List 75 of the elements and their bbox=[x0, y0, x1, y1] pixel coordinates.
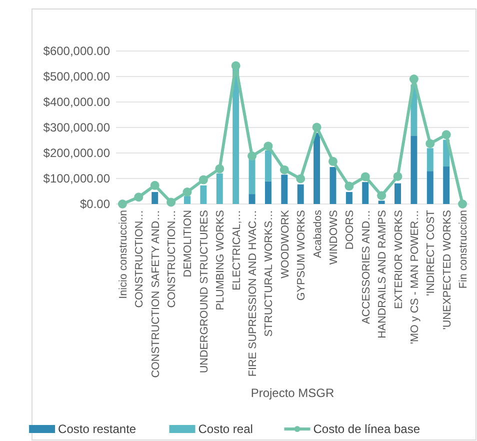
y-tick-label: $0.00 bbox=[80, 197, 110, 212]
point bbox=[312, 122, 322, 132]
point bbox=[198, 175, 208, 184]
point bbox=[166, 198, 176, 207]
x-tick-label: Inicio construccion bbox=[117, 210, 130, 299]
x-axis-title: Projecto MSGR bbox=[250, 386, 335, 400]
x-tick-label: EXTERIOR WORKS bbox=[392, 210, 405, 309]
y-tick-label: $100,000.00 bbox=[43, 172, 110, 186]
bar bbox=[264, 150, 272, 182]
bar bbox=[426, 171, 434, 204]
point bbox=[264, 142, 273, 151]
x-tick-label: STRUCTURAL WORKS… bbox=[263, 210, 276, 337]
bar bbox=[216, 173, 223, 204]
y-tick-label: $300,000.00 bbox=[43, 120, 110, 135]
point bbox=[215, 164, 224, 174]
bar bbox=[362, 182, 369, 204]
x-tick-label: PLUMBING WORKS bbox=[214, 210, 227, 310]
x-tick-label: 'UNEXPECTED WORKS bbox=[441, 210, 454, 330]
y-tick-label: $200,000.00 bbox=[43, 146, 110, 160]
bar bbox=[281, 174, 288, 204]
bar bbox=[346, 192, 352, 204]
point bbox=[328, 156, 338, 166]
y-tick-label: $400,000.00 bbox=[43, 95, 110, 110]
x-tick-label: HANDRAILS AND RAMPS bbox=[376, 210, 389, 338]
x-tick-label: ELECTRICAL,… bbox=[230, 210, 243, 290]
bar bbox=[264, 181, 272, 204]
x-tick-label: DOORS bbox=[344, 210, 356, 250]
point bbox=[344, 182, 354, 191]
x-tick-label: Fin construccion bbox=[458, 210, 470, 289]
bar bbox=[248, 194, 256, 204]
point bbox=[150, 180, 160, 190]
legend-label: Costo de línea base bbox=[313, 422, 420, 436]
x-tick-label: 'INDIRECT COST bbox=[425, 210, 438, 296]
bar bbox=[314, 132, 320, 204]
bar bbox=[248, 159, 256, 194]
x-tick-label: UNDERGROUND STRUCTURES bbox=[198, 210, 210, 374]
point bbox=[458, 200, 468, 208]
point bbox=[393, 172, 402, 181]
x-tick-label: Acabados bbox=[312, 209, 324, 258]
x-tick-label: GYPSUM WORKS bbox=[296, 210, 308, 301]
point bbox=[248, 152, 257, 161]
legend-label: Costo restante bbox=[58, 422, 136, 436]
y-tick-label: $500,000.00 bbox=[43, 70, 110, 84]
point bbox=[182, 188, 192, 197]
bar bbox=[378, 200, 385, 204]
bar bbox=[394, 183, 401, 204]
x-tick-label: FIRE SUPRESSION AND HVAC… bbox=[247, 210, 260, 377]
y-tick-label: $600,000.00 bbox=[43, 44, 110, 58]
point bbox=[296, 174, 306, 184]
x-tick-label: 'MO y CS - MAN POWER… bbox=[408, 210, 421, 344]
bar bbox=[152, 192, 158, 204]
x-tick-label: DEMOLITION bbox=[182, 210, 194, 278]
point bbox=[118, 200, 127, 208]
bar bbox=[184, 196, 190, 204]
bar bbox=[410, 136, 418, 204]
legend-label: Costo real bbox=[198, 422, 253, 436]
x-tick-label: CONSTRUCTION… bbox=[134, 210, 146, 308]
bar bbox=[443, 166, 450, 204]
bar bbox=[426, 148, 434, 172]
point bbox=[442, 130, 451, 140]
bar bbox=[330, 167, 336, 204]
bar bbox=[297, 184, 304, 204]
x-tick-label: ACCESSORIES AND… bbox=[360, 210, 372, 324]
point bbox=[231, 61, 240, 70]
x-tick-label: WINDOWS bbox=[328, 210, 340, 265]
point bbox=[360, 172, 370, 182]
x-tick-label: WOODWORK bbox=[279, 209, 292, 278]
x-tick-label: CONSTRUCTION… bbox=[166, 210, 178, 308]
point bbox=[377, 191, 386, 200]
point bbox=[134, 192, 144, 202]
point bbox=[426, 139, 435, 148]
bar bbox=[200, 185, 207, 204]
x-tick-label: CONSTRUCTION SAFETY AND… bbox=[150, 210, 162, 378]
point bbox=[409, 74, 418, 84]
point bbox=[280, 165, 289, 174]
